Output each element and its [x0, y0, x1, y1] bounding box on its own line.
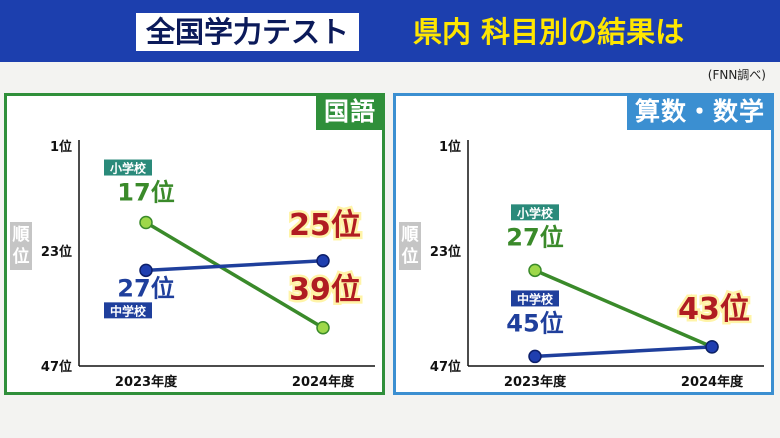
y-tick-label: 47位 [41, 359, 72, 375]
data-point [316, 254, 330, 268]
data-label: 43位 [678, 292, 750, 327]
series-name: 中学校 [517, 291, 554, 306]
series-name: 中学校 [110, 303, 147, 318]
x-tick-label: 2024年度 [681, 374, 744, 390]
data-point [705, 340, 719, 354]
header-bar [0, 0, 780, 62]
x-tick-label: 2023年度 [115, 374, 178, 390]
title-sub: 県内 科目別の結果は [413, 15, 685, 49]
y-tick-label: 23位 [41, 244, 72, 260]
data-point [528, 263, 542, 278]
y-axis-label: 順 位 [399, 222, 421, 270]
data-label: 17位 [117, 179, 174, 207]
series-name-tag [104, 302, 152, 319]
y-axis-label-char: 順 [12, 225, 30, 245]
data-label: 25位 [289, 208, 361, 243]
series-name: 小学校 [110, 161, 147, 176]
data-point [528, 349, 542, 364]
data-label: 27位 [506, 223, 563, 251]
data-point [139, 215, 153, 230]
y-tick-label: 1位 [439, 139, 461, 155]
data-label: 39位 [289, 273, 361, 308]
series-line [534, 268, 713, 349]
panel-title: 国語 [315, 94, 384, 130]
data-point [139, 263, 153, 278]
y-axis-label-char: 位 [12, 247, 30, 267]
panel-title: 算数・数学 [626, 94, 773, 130]
y-axis-label-char: 順 [401, 225, 419, 245]
y-tick-label: 1位 [50, 139, 72, 155]
series-name-tag [511, 290, 559, 307]
series-name-tag [511, 204, 559, 221]
chart-math: 1位 23位 47位 2023年度 2024年度 小学校 27位 43位 中学校 45位 [430, 139, 764, 390]
y-tick-label: 47位 [430, 359, 461, 375]
chart-panel-math: 算数・数学 順 位 1位 23位 47位 2023年度 2024年度 小学校 27位 43位 中… [393, 93, 774, 395]
series-line [145, 259, 324, 273]
series-name: 小学校 [517, 205, 554, 220]
data-point [316, 320, 330, 335]
chart-panel-japanese: 国語 順 位 1位 23位 47位 2023年度 2024年度 小学校 17位 39位 中学校 2… [4, 93, 385, 395]
source-note: (FNN調べ) [707, 68, 766, 82]
data-label: 45位 [506, 309, 563, 337]
x-tick-label: 2024年度 [292, 374, 355, 390]
series-name-tag [104, 159, 152, 176]
series-line [534, 345, 713, 359]
title-main: 全国学力テスト [136, 13, 360, 51]
x-tick-label: 2023年度 [504, 374, 567, 390]
y-axis-label: 順 位 [10, 222, 32, 270]
data-label: 27位 [117, 274, 174, 302]
series-line [145, 221, 324, 330]
y-tick-label: 23位 [430, 244, 461, 260]
y-axis-label-char: 位 [401, 247, 419, 267]
